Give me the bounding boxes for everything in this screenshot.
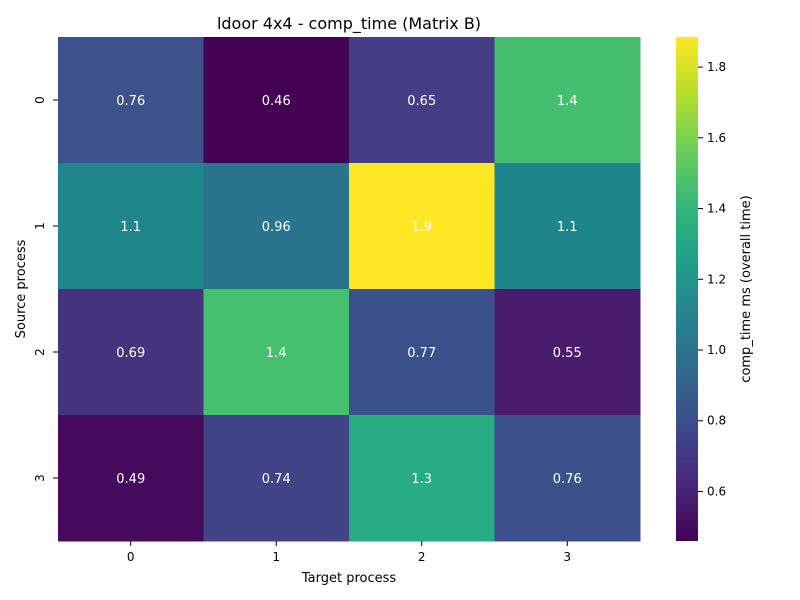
cell-value-label: 1.3 (411, 472, 432, 487)
heatmap-cell-0-0 (58, 37, 204, 164)
colorbar-tick-label: 1.0 (707, 343, 726, 357)
colorbar-tick-label: 1.4 (707, 202, 726, 216)
x-tick-label: 2 (418, 550, 426, 564)
cell-value-label: 1.4 (266, 346, 287, 361)
cell-value-label: 1.4 (557, 94, 578, 109)
y-tick-label: 1 (33, 222, 47, 230)
cell-value-label: 1.1 (557, 220, 578, 235)
cell-value-label: 0.96 (262, 220, 291, 235)
y-tick-label: 0 (33, 96, 47, 104)
heatmap-cell-0-2 (349, 37, 495, 164)
x-tick-label: 1 (272, 550, 280, 564)
colorbar-tick-label: 0.8 (707, 414, 726, 428)
cell-value-label: 0.69 (116, 346, 145, 361)
x-tick-label: 0 (127, 550, 135, 564)
heatmap-cell-3-2 (349, 415, 495, 542)
heatmap-cell-2-2 (349, 289, 495, 416)
colorbar-tick-label: 1.6 (707, 131, 726, 145)
colorbar-ticks: 0.6 0.8 1.0 1.2 1.4 1.6 1.8 (698, 60, 726, 498)
cell-value-label: 1.9 (411, 220, 432, 235)
chart-title: ldoor 4x4 - comp_time (Matrix B) (217, 14, 481, 34)
heatmap-cell-3-3 (494, 415, 641, 542)
colorbar-tick-label: 1.8 (707, 60, 726, 74)
heatmap-cell-1-1 (203, 163, 350, 290)
colorbar (676, 37, 698, 541)
cell-value-label: 0.76 (116, 94, 145, 109)
heatmap-cell-0-3 (494, 37, 641, 164)
colorbar-tick-label: 0.6 (707, 484, 726, 498)
cell-value-label: 0.76 (553, 472, 582, 487)
heatmap-cell-3-1 (203, 415, 350, 542)
y-tick-label: 3 (33, 474, 47, 482)
cell-value-label: 0.65 (407, 94, 436, 109)
cell-value-label: 0.49 (116, 472, 145, 487)
cell-value-label: 1.1 (120, 220, 141, 235)
cell-value-label: 0.77 (407, 346, 436, 361)
heatmap-cell-2-0 (58, 289, 204, 416)
colorbar-label: comp_time ms (overall time) (739, 195, 754, 382)
cell-value-label: 0.46 (262, 94, 291, 109)
heatmap-cell-2-1 (203, 289, 350, 416)
heatmap-cell-1-3 (494, 163, 641, 290)
y-axis-label: Source process (14, 239, 29, 338)
colorbar-tick-label: 1.2 (707, 272, 726, 286)
cell-value-label: 0.55 (553, 346, 582, 361)
y-axis-ticks: 0 1 2 3 (33, 96, 58, 482)
x-axis-label: Target process (301, 571, 397, 586)
heatmap-cell-2-3 (494, 289, 641, 416)
heatmap-cell-0-1 (203, 37, 350, 164)
heatmap-cells: 0.76 0.46 0.65 1.4 1.1 0.96 1.9 1.1 0.69 1.4 0.77 0… (58, 37, 641, 542)
x-axis-ticks: 0 1 2 3 (127, 541, 571, 564)
y-tick-label: 2 (33, 348, 47, 356)
x-tick-label: 3 (563, 550, 571, 564)
heatmap-cell-3-0 (58, 415, 204, 542)
heatmap-cell-1-0 (58, 163, 204, 290)
heatmap-cell-1-2 (349, 163, 495, 290)
cell-value-label: 0.74 (262, 472, 291, 487)
